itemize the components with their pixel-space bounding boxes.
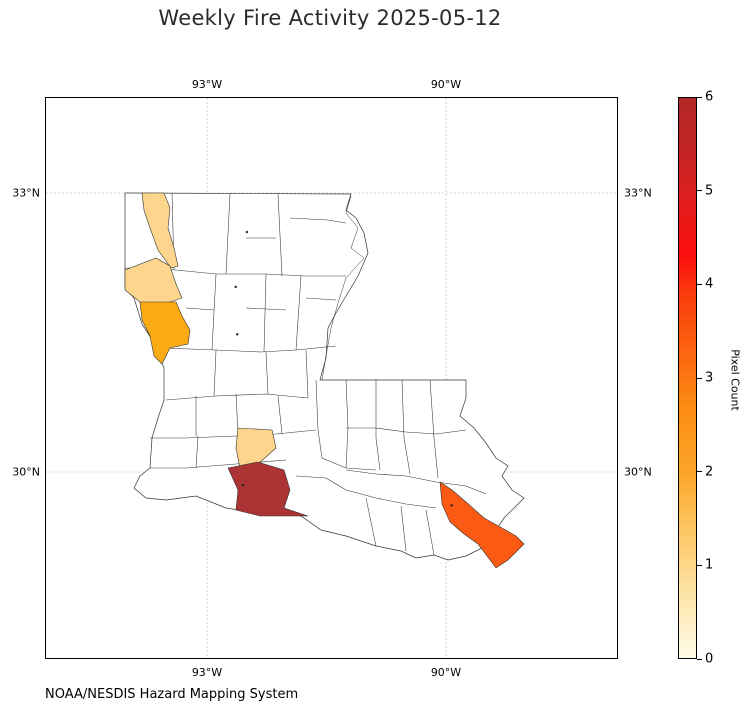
fire-point [234, 285, 237, 289]
colorbar-tick [697, 564, 702, 566]
fire-point [245, 230, 249, 234]
map-title: Weekly Fire Activity 2025-05-12 [158, 6, 502, 30]
state-outline [124, 192, 525, 561]
fire-point [450, 504, 453, 507]
colorbar-tick-label: 1 [705, 557, 714, 573]
lon-tick-top-93: 93°W [191, 78, 223, 91]
colorbar-tick [697, 283, 702, 285]
map-frame[interactable] [45, 97, 618, 659]
fire-points [234, 230, 453, 507]
colorbar-tick-label: 5 [705, 183, 714, 199]
lat-tick-left-30: 30°N [12, 465, 40, 479]
parish-de-soto[interactable] [124, 257, 183, 305]
louisiana-map[interactable] [46, 98, 618, 659]
colorbar-tick-label: 3 [705, 370, 714, 386]
colorbar-tick-label: 2 [705, 464, 714, 480]
parish-plaquemines[interactable] [439, 481, 525, 569]
lat-tick-right-30: 30°N [624, 465, 652, 479]
lat-tick-left-33: 33°N [12, 186, 40, 200]
colorbar-tick-label: 4 [705, 276, 714, 292]
river-mississippi [321, 195, 365, 381]
parish-sabine[interactable] [139, 301, 191, 365]
colorbar-tick [697, 658, 702, 660]
parish-caddo[interactable] [141, 192, 179, 269]
gridlines [46, 98, 617, 658]
colorbar-tick [697, 377, 702, 379]
colorbar-tick-label: 0 [705, 651, 714, 667]
colorbar-title: Pixel Count [728, 349, 742, 411]
colorbar-tick [697, 96, 702, 98]
lat-tick-right-33: 33°N [624, 186, 652, 200]
data-credit: NOAA/NESDIS Hazard Mapping System [45, 687, 299, 702]
parish-cameron[interactable] [227, 461, 309, 517]
colorbar-tick-label: 6 [705, 89, 714, 105]
lon-tick-bottom-90: 90°W [430, 666, 462, 679]
colorbar-tick [697, 471, 702, 473]
lon-tick-top-90: 90°W [430, 78, 462, 91]
lon-tick-bottom-93: 93°W [191, 666, 223, 679]
colorbar [678, 97, 697, 659]
colorbar-tick [697, 190, 702, 192]
fire-point [236, 333, 239, 336]
fire-point [241, 483, 245, 487]
